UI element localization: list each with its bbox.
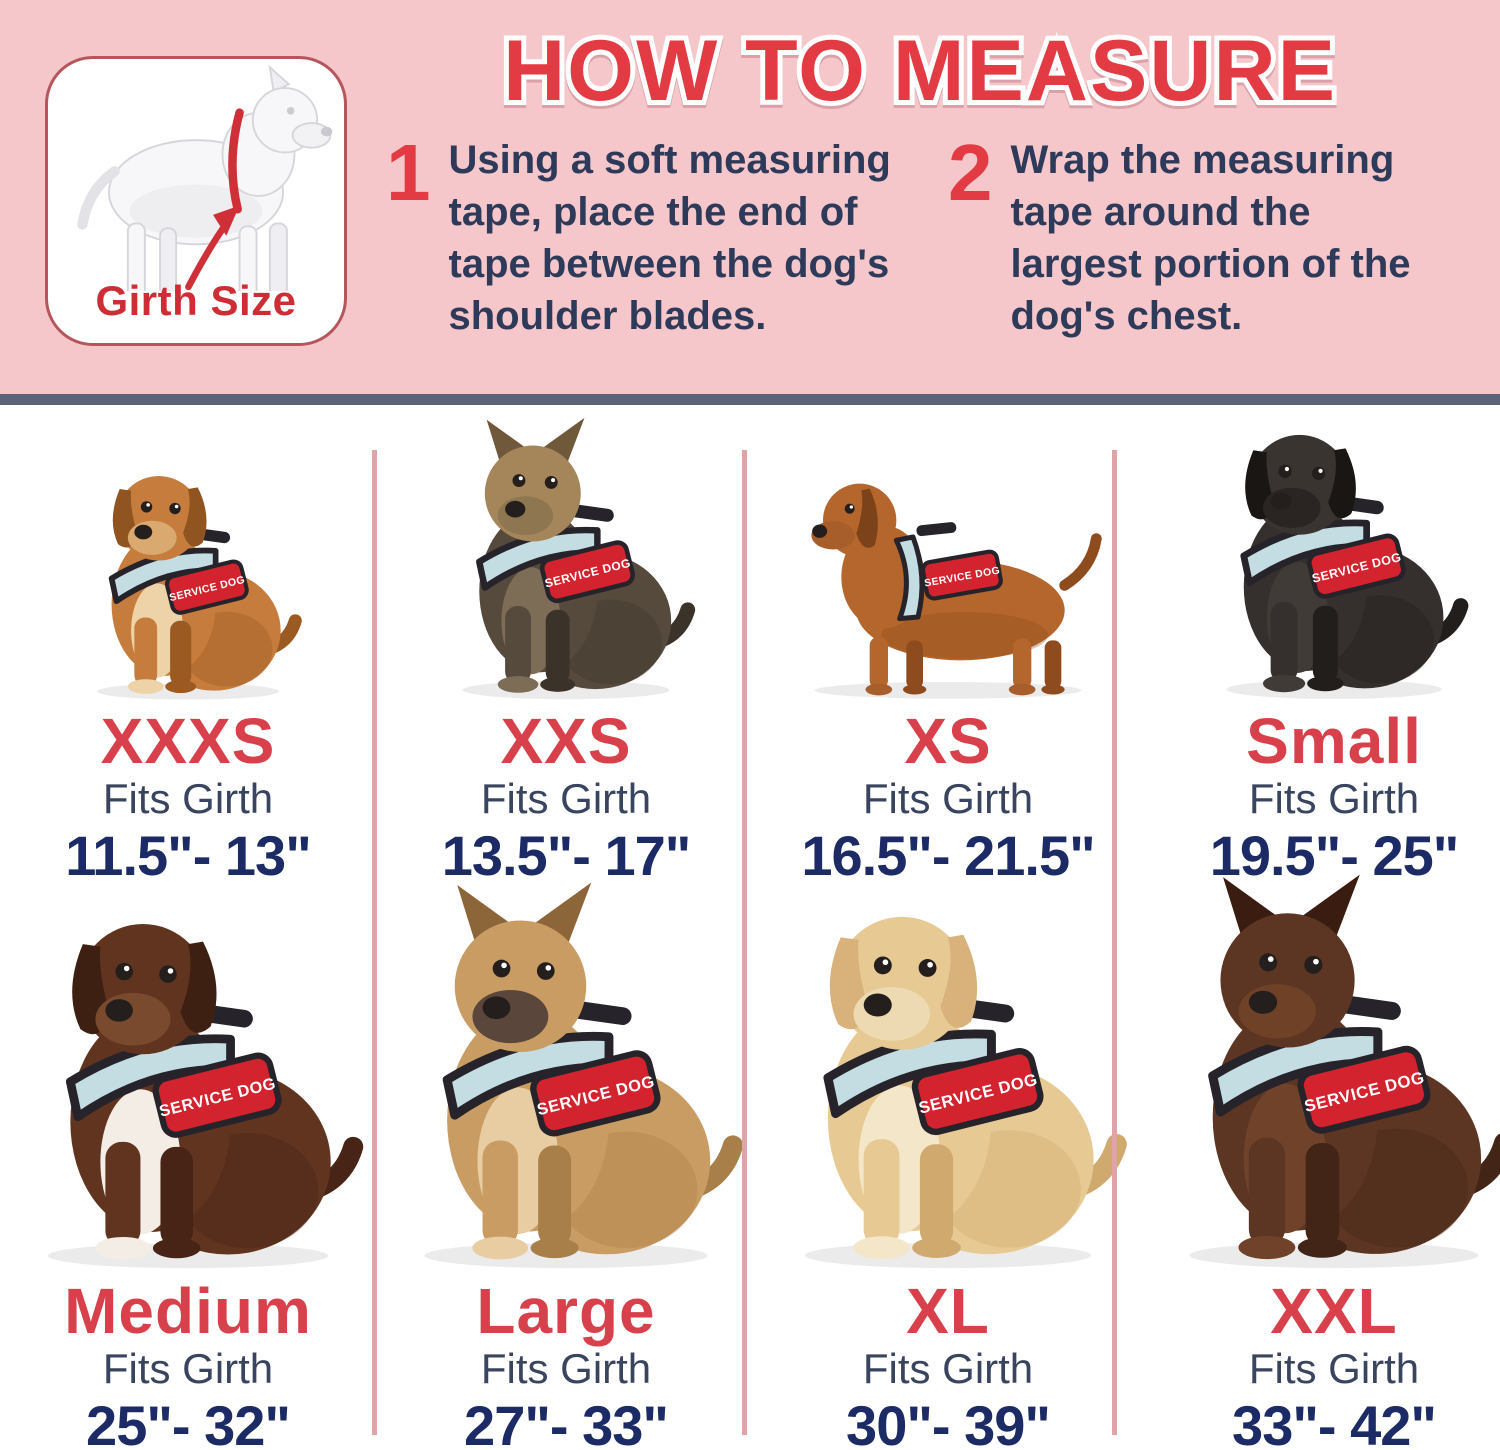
fits-girth-label: Fits Girth [480, 1345, 652, 1392]
column-divider [1112, 450, 1117, 1435]
size-cell-medium: Medium Fits Girth 25"- 32" [0, 894, 376, 1450]
step-2: 2 Wrap the measuring tape around the lar… [948, 128, 1468, 342]
fits-girth-label: Fits Girth [102, 1345, 274, 1392]
girth-range: 33"- 42" [1232, 1394, 1437, 1450]
size-cell-xxl: XXL Fits Girth 33"- 42" [1140, 894, 1500, 1450]
column-divider [742, 450, 747, 1435]
girth-range: 30"- 39" [846, 1394, 1051, 1450]
girth-range: 16.5"- 21.5" [801, 824, 1095, 887]
size-label: XXS [500, 705, 632, 777]
girth-range: 25"- 32" [86, 1394, 291, 1450]
column-divider [372, 450, 377, 1435]
girth-range: 19.5"- 25" [1209, 824, 1460, 887]
title-text: HOW TO MEASURE [503, 23, 1337, 119]
girth-range: 27"- 33" [464, 1394, 669, 1450]
size-label: XS [904, 705, 992, 777]
size-cell-xl: XL Fits Girth 30"- 39" [756, 894, 1140, 1450]
step-2-number: 2 [948, 128, 993, 217]
girth-range: 11.5"- 13" [65, 824, 311, 887]
fits-girth-label: Fits Girth [1248, 1345, 1420, 1392]
fits-girth-label: Fits Girth [102, 775, 274, 822]
dog-photo-xxl [1140, 894, 1500, 1272]
dog-photo-medium [0, 894, 376, 1272]
girth-size-caption: Girth Size [95, 277, 297, 324]
dog-photo-small [1190, 404, 1478, 702]
size-cell-small: Small Fits Girth 19.5"- 25" [1140, 405, 1500, 894]
size-label: XL [906, 1275, 990, 1347]
size-cell-large: Large Fits Girth 27"- 33" [376, 894, 756, 1450]
fits-girth-label: Fits Girth [862, 775, 1034, 822]
size-label: Large [476, 1275, 656, 1347]
dog-photo-large [376, 894, 756, 1272]
separator-bar [0, 394, 1500, 405]
girth-range: 13.5"- 17" [441, 824, 692, 887]
size-cell-xxxs: XXXS Fits Girth 11.5"- 13" [0, 405, 376, 894]
dog-photo-xxxs [66, 405, 310, 702]
dog-photo-xl [756, 894, 1140, 1272]
step-1: 1 Using a soft measuring tape, place the… [386, 128, 931, 342]
size-cell-xs: XS Fits Girth 16.5"- 21.5" [756, 405, 1140, 894]
girth-diagram-dog [54, 65, 338, 291]
dog-photo-xxs [427, 405, 705, 702]
girth-diagram-box: Girth Size [45, 56, 347, 346]
header: Girth Size HOW TO MEASURE 1 Using a soft… [0, 0, 1500, 394]
page-title: HOW TO MEASURE [360, 16, 1480, 126]
size-label: XXXS [100, 705, 276, 777]
step-1-text: Using a soft measuring tape, place the e… [448, 138, 891, 338]
fits-girth-label: Fits Girth [480, 775, 652, 822]
size-label: Small [1246, 705, 1422, 777]
dog-photo-xs [783, 405, 1113, 702]
step-2-text: Wrap the measuring tape around the large… [1010, 138, 1411, 338]
step-1-number: 1 [386, 128, 431, 217]
size-cell-xxs: XXS Fits Girth 13.5"- 17" [376, 405, 756, 894]
size-label: Medium [64, 1275, 312, 1347]
fits-girth-label: Fits Girth [1248, 775, 1420, 822]
size-grid: XXXS Fits Girth 11.5"- 13" XXS Fits Girt… [0, 405, 1500, 1450]
fits-girth-label: Fits Girth [862, 1345, 1034, 1392]
size-label: XXL [1270, 1275, 1398, 1347]
